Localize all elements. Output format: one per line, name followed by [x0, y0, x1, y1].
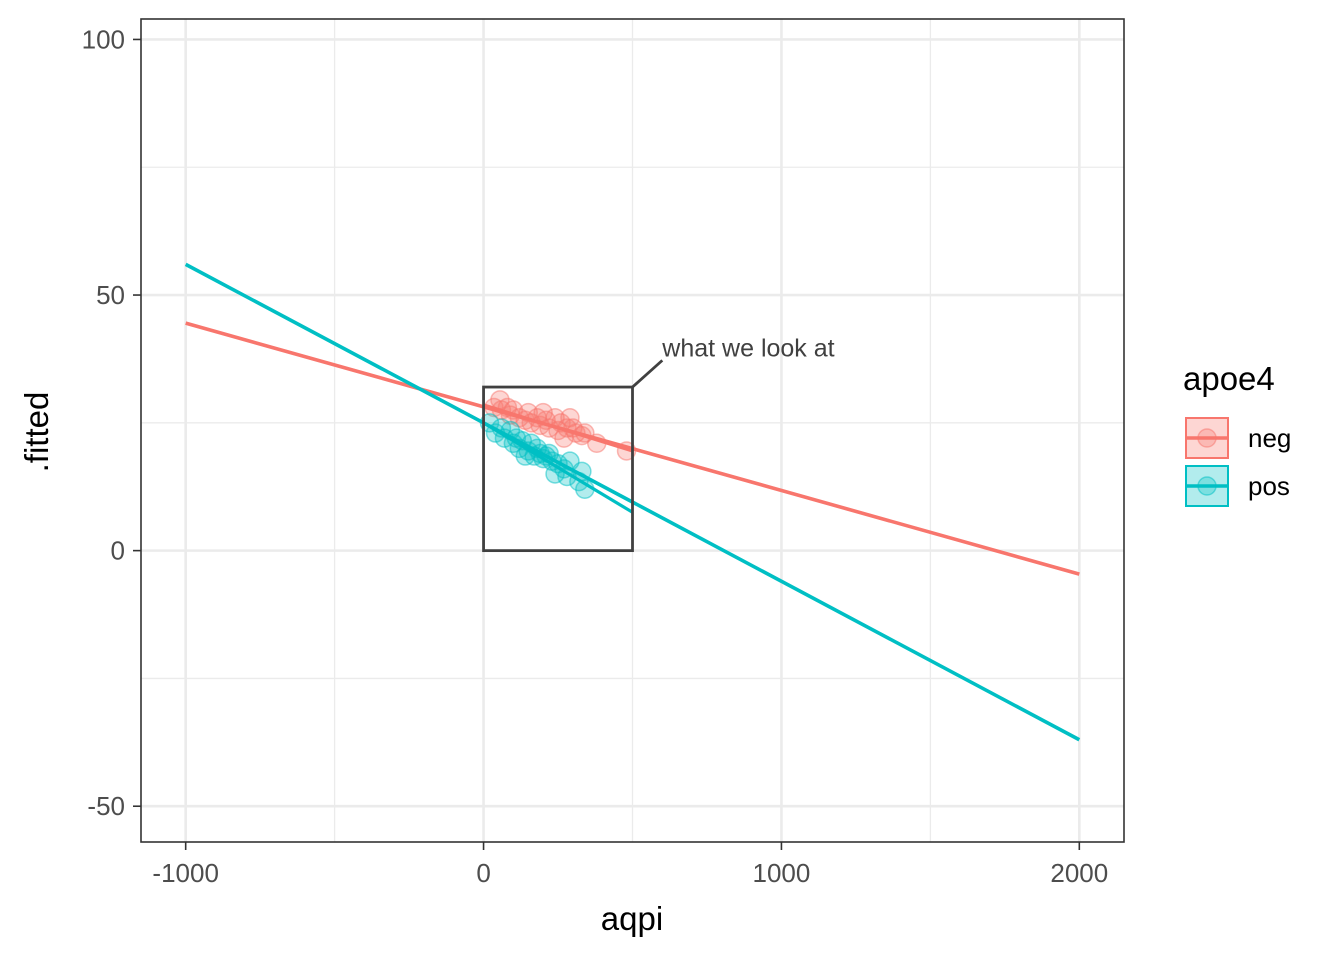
y-axis-title: .fitted [18, 392, 55, 473]
legend-key-point-pos [1197, 476, 1217, 496]
y-tick-label: -50 [87, 791, 125, 821]
annotation-label: what we look at [661, 334, 834, 362]
panel-border [140, 18, 1125, 843]
annotation: what we look at [482, 334, 835, 553]
legend-label-pos: pos [1248, 471, 1290, 501]
annotation-box [482, 385, 634, 553]
x-axis-title: aqpi [601, 900, 663, 937]
x-tick-label: 2000 [1050, 858, 1108, 888]
legend-title: apoe4 [1183, 360, 1275, 397]
axes: -1000 0 1000 2000 -50 0 50 100 [82, 24, 1109, 888]
legend-label-neg: neg [1248, 423, 1291, 453]
y-tick-label: 100 [82, 24, 125, 54]
legend-key-point-neg [1197, 428, 1217, 448]
marks [184, 262, 1081, 742]
x-tick-label: -1000 [152, 858, 219, 888]
annotation-connector [631, 359, 664, 389]
x-tick-label: 0 [476, 858, 490, 888]
y-tick-label: 50 [96, 280, 125, 310]
y-tick-label: 0 [111, 536, 125, 566]
grid [141, 19, 1124, 842]
x-tick-label: 1000 [753, 858, 811, 888]
legend: apoe4 neg pos [1183, 360, 1291, 507]
